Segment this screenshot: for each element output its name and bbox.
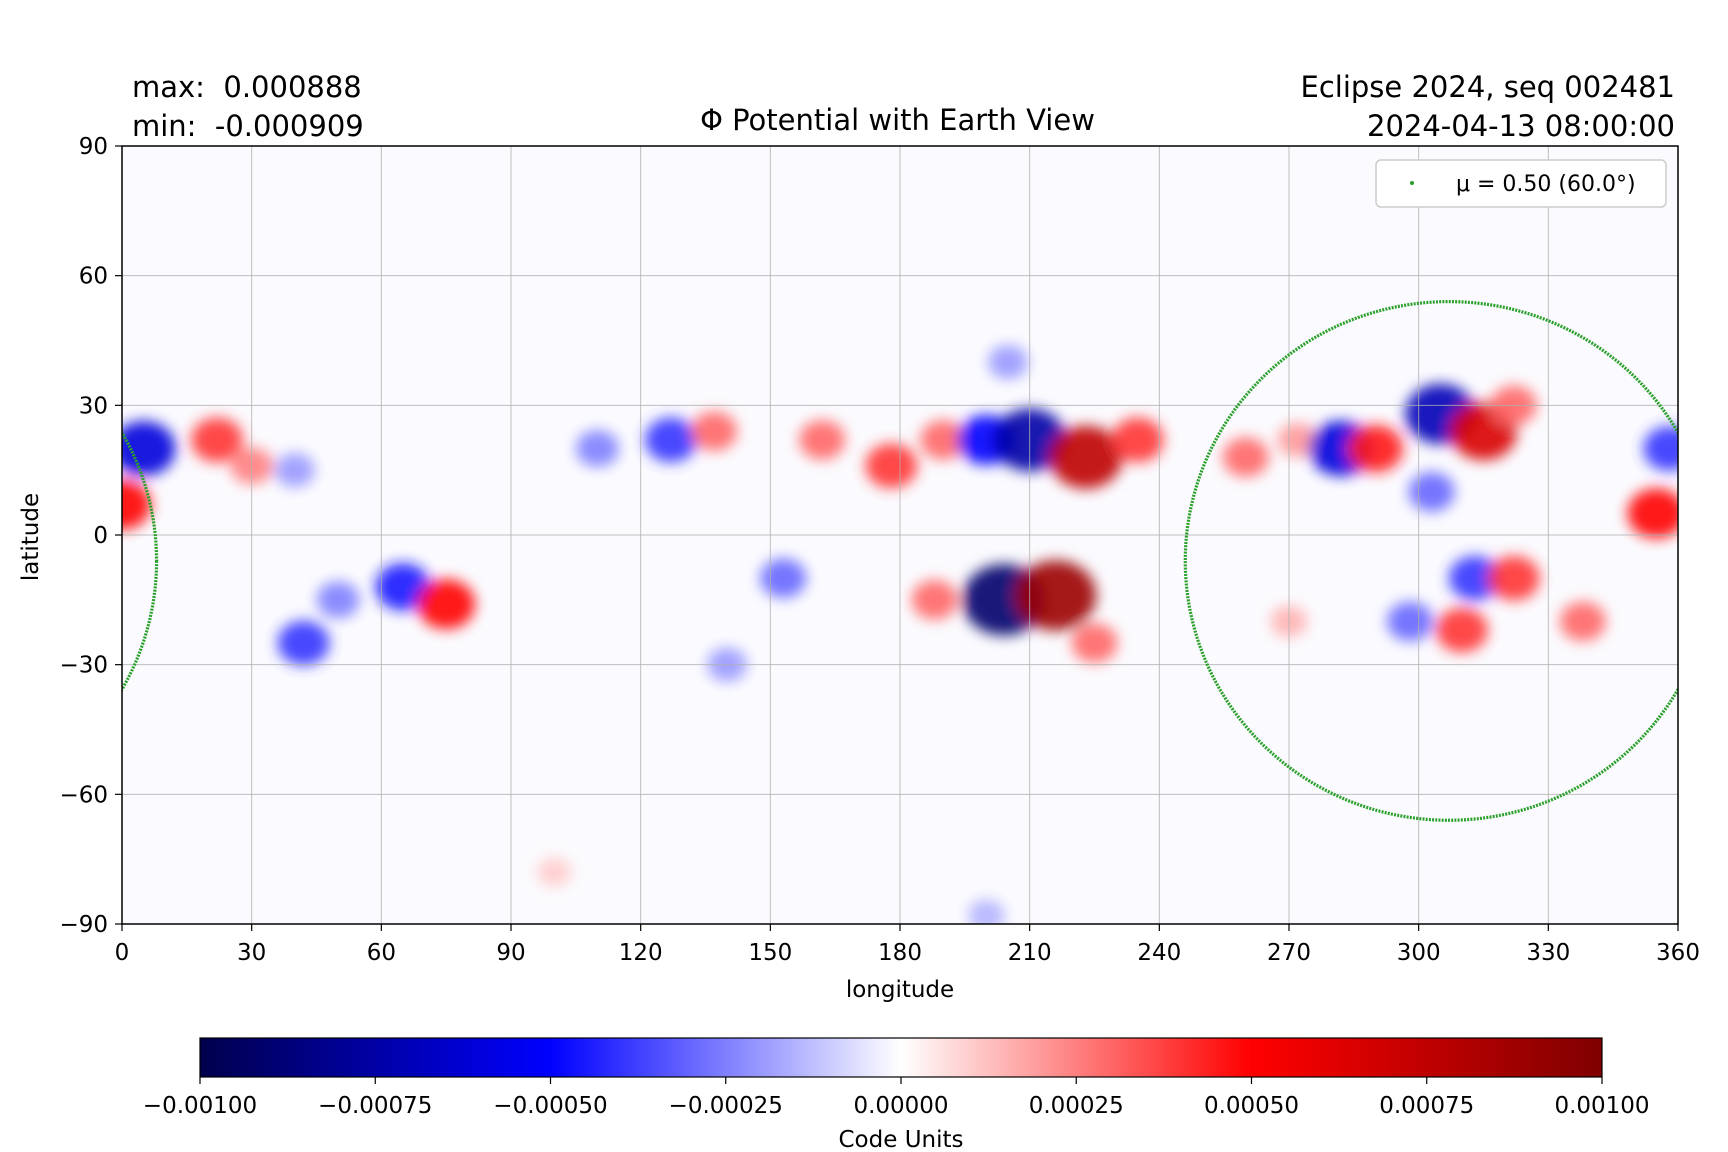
colorbar-tick-label: −0.00025 [669, 1093, 783, 1119]
field-blob [122, 420, 176, 477]
y-tick-label: 90 [79, 134, 108, 160]
earth-view-overlay [122, 300, 1678, 822]
field-blob [316, 581, 360, 619]
y-tick-label: −60 [59, 782, 108, 808]
colorbar-tick-label: 0.00025 [1029, 1093, 1124, 1119]
field-blob [1111, 417, 1164, 463]
x-axis-ticks: 0 30 60 90 120 150 180 210 240 270 300 330 360 [115, 924, 1700, 966]
y-tick-label: 30 [79, 393, 108, 419]
field-blob [191, 417, 244, 463]
field-blob [1387, 601, 1434, 642]
x-tick-label: 330 [1526, 940, 1570, 966]
colorbar-tick-label: 0.00000 [853, 1093, 948, 1119]
field-blob [911, 580, 958, 620]
colorbar-label: Code Units [839, 1127, 964, 1152]
x-tick-label: 300 [1397, 940, 1441, 966]
field-blob [1627, 488, 1678, 539]
timestamp-label: 2024-04-13 08:00:00 [1367, 109, 1675, 143]
field-blob [1643, 426, 1678, 471]
x-tick-label: 60 [367, 940, 396, 966]
colorbar-tick-label: 0.00050 [1204, 1093, 1299, 1119]
min-value-readout: min: -0.000909 [132, 109, 364, 143]
field-blob [1408, 471, 1455, 512]
x-tick-label: 150 [748, 940, 792, 966]
y-tick-label: −30 [59, 653, 108, 679]
colorbar-tick-label: −0.00075 [318, 1093, 432, 1119]
legend-box [1375, 159, 1667, 208]
colorbar-tick-label: −0.00100 [143, 1093, 257, 1119]
field-blob [1347, 424, 1403, 473]
x-tick-label: 210 [1008, 940, 1052, 966]
y-tick-label: −90 [59, 912, 108, 938]
x-tick-label: 360 [1656, 940, 1700, 966]
x-tick-label: 270 [1267, 940, 1311, 966]
field-blob [967, 899, 1005, 924]
field-blob [575, 430, 619, 468]
field-blob [274, 452, 315, 488]
x-tick-label: 30 [237, 940, 266, 966]
y-tick-label: 0 [93, 523, 108, 549]
field-blob [865, 443, 918, 489]
field-blob [760, 558, 807, 599]
x-tick-label: 0 [115, 940, 130, 966]
chart-title: Φ Potential with Earth View [700, 103, 1095, 137]
y-axis-ticks: 90 60 30 0 −30 −60 −90 [59, 134, 122, 938]
legend-label: μ = 0.50 (60.0°) [1456, 172, 1636, 197]
field-blob [691, 411, 738, 452]
field-blob [277, 620, 330, 666]
max-value-readout: max: 0.000888 [132, 70, 362, 104]
field-blob [1448, 555, 1501, 601]
colorbar [199, 1037, 1603, 1078]
colorbar-tick-label: −0.00050 [493, 1093, 607, 1119]
x-tick-label: 120 [619, 940, 663, 966]
field-blob [1222, 437, 1269, 478]
earth-view-contour [122, 429, 159, 693]
field-blob [417, 579, 476, 630]
field-blob [1277, 422, 1318, 458]
colorbar-ticks: −0.00100 −0.00075 −0.00050 −0.00025 0.00000 0… [143, 1077, 1650, 1119]
field-blob [537, 857, 572, 887]
grid-lines [122, 146, 1678, 924]
colorbar-tick-label: 0.00075 [1379, 1093, 1474, 1119]
x-tick-label: 180 [878, 940, 922, 966]
legend: μ = 0.50 (60.0°) [1375, 159, 1667, 208]
field-blob [988, 344, 1029, 380]
run-sequence-label: Eclipse 2024, seq 002481 [1300, 70, 1675, 104]
y-tick-label: 60 [79, 264, 108, 290]
heatmap-layer [122, 344, 1678, 924]
field-blob [1435, 607, 1488, 653]
field-blob [920, 420, 967, 460]
x-tick-label: 90 [496, 940, 525, 966]
field-blob [1014, 560, 1097, 631]
y-axis-label: latitude [18, 493, 44, 581]
field-blob [1487, 555, 1540, 601]
field-blob [644, 417, 697, 463]
x-axis-label: longitude [846, 977, 954, 1003]
field-blob [122, 479, 151, 530]
legend-marker [1410, 181, 1414, 185]
field-blob [1071, 623, 1118, 663]
field-blob [375, 563, 431, 611]
field-blob [799, 420, 846, 460]
field-blob [1559, 601, 1606, 642]
earth-view-contour [1183, 300, 1678, 822]
x-tick-label: 240 [1137, 940, 1181, 966]
field-blob [1049, 425, 1123, 489]
colorbar-tick-label: 0.00100 [1554, 1093, 1649, 1119]
